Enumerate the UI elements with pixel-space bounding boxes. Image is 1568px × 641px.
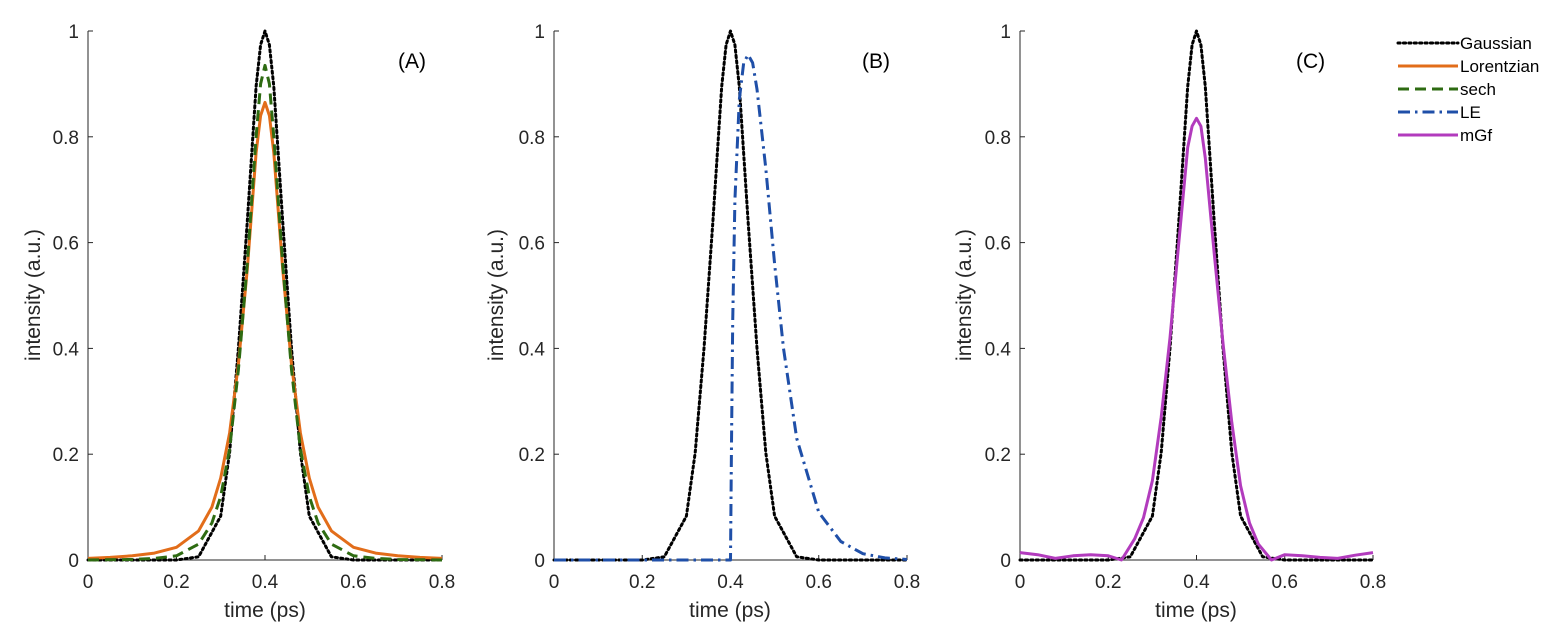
y-tick-label: 0.6 bbox=[53, 234, 79, 255]
panel-a-label: (A) bbox=[398, 50, 426, 73]
y-tick-label: 0.4 bbox=[519, 339, 546, 360]
y-tick-label: 1 bbox=[1000, 22, 1011, 43]
legend-item-gaussian: Gaussian bbox=[1396, 34, 1532, 53]
series-gaussian-line bbox=[86, 29, 444, 562]
x-tick-label: 0.8 bbox=[429, 572, 455, 593]
legend-box bbox=[1390, 25, 1562, 160]
legend-item-sech: sech bbox=[1398, 80, 1496, 99]
y-tick-label: 1 bbox=[68, 22, 79, 43]
x-tick-label: 0 bbox=[83, 572, 94, 593]
y-tick-label: 0.2 bbox=[519, 445, 545, 466]
legend-label: mGf bbox=[1460, 126, 1492, 145]
series-sech-line bbox=[87, 63, 443, 562]
y-tick-label: 0.8 bbox=[519, 128, 545, 149]
y-tick-label: 0.4 bbox=[985, 339, 1012, 360]
panel-b-ylabel: intensity (a.u.) bbox=[485, 229, 508, 361]
legend-label: Gaussian bbox=[1460, 34, 1532, 53]
panel-b-label: (B) bbox=[862, 50, 890, 73]
x-tick-label: 0.6 bbox=[806, 572, 832, 593]
y-tick-label: 0.4 bbox=[53, 339, 80, 360]
x-tick-label: 0.2 bbox=[163, 572, 189, 593]
y-tick-label: 0.8 bbox=[985, 128, 1011, 149]
x-tick-label: 0 bbox=[1015, 572, 1026, 593]
x-tick-label: 0.2 bbox=[1095, 572, 1121, 593]
legend: Gaussian Lorentzian sech LE mGf bbox=[1390, 25, 1562, 160]
y-tick-label: 0.6 bbox=[519, 234, 545, 255]
y-tick-label: 0.2 bbox=[53, 445, 79, 466]
y-tick-label: 0 bbox=[534, 551, 545, 572]
panel-b: 0 0.2 0.4 0.6 0.8 0 0.2 0.4 0.6 0.8 1 (B) time (ps… bbox=[485, 22, 920, 622]
panel-a-ylabel: intensity (a.u.) bbox=[22, 229, 45, 361]
panel-c-plot-area: 0 0.2 0.4 0.6 0.8 0 0.2 0.4 0.6 0.8 1 bbox=[985, 22, 1387, 593]
series-gaussian-line bbox=[552, 29, 909, 562]
x-tick-label: 0.6 bbox=[340, 572, 366, 593]
x-tick-label: 0.2 bbox=[629, 572, 655, 593]
legend-label: Lorentzian bbox=[1460, 57, 1539, 76]
panel-c-label: (C) bbox=[1296, 50, 1325, 73]
panel-c-xlabel: time (ps) bbox=[1155, 599, 1237, 622]
series-lorentzian-line bbox=[87, 100, 443, 560]
panel-a-plot-area: 0 0.2 0.4 0.6 0.8 0 0.2 0.4 0.6 0.8 1 bbox=[53, 22, 456, 593]
panel-a: 0 0.2 0.4 0.6 0.8 0 0.2 0.4 0.6 0.8 1 (A) time (ps… bbox=[22, 22, 455, 622]
series-le-line bbox=[554, 53, 908, 562]
legend-label: sech bbox=[1460, 80, 1496, 99]
panel-b-xlabel: time (ps) bbox=[689, 599, 771, 622]
x-tick-label: 0.4 bbox=[717, 572, 744, 593]
y-tick-label: 0 bbox=[1000, 551, 1011, 572]
x-tick-label: 0.4 bbox=[252, 572, 279, 593]
x-tick-label: 0.4 bbox=[1183, 572, 1210, 593]
x-tick-label: 0.8 bbox=[1360, 572, 1386, 593]
legend-label: LE bbox=[1460, 103, 1481, 122]
x-tick-label: 0.6 bbox=[1272, 572, 1298, 593]
series-mgf-line bbox=[1019, 116, 1374, 562]
y-tick-label: 0.6 bbox=[985, 234, 1011, 255]
legend-item-lorentzian: Lorentzian bbox=[1398, 57, 1539, 76]
panel-c-ylabel: intensity (a.u.) bbox=[953, 229, 976, 361]
panel-b-plot-area: 0 0.2 0.4 0.6 0.8 0 0.2 0.4 0.6 0.8 1 bbox=[519, 22, 921, 593]
legend-item-le: LE bbox=[1398, 103, 1481, 122]
x-tick-label: 0 bbox=[549, 572, 560, 593]
x-tick-label: 0.8 bbox=[894, 572, 920, 593]
series-gaussian-line bbox=[1018, 29, 1375, 562]
y-tick-label: 0 bbox=[68, 551, 79, 572]
y-tick-label: 0.2 bbox=[985, 445, 1011, 466]
legend-item-mgf: mGf bbox=[1398, 126, 1492, 145]
panel-c: 0 0.2 0.4 0.6 0.8 0 0.2 0.4 0.6 0.8 1 (C) time (ps… bbox=[953, 22, 1386, 622]
panel-a-xlabel: time (ps) bbox=[224, 599, 306, 622]
y-tick-label: 1 bbox=[534, 22, 545, 43]
y-tick-label: 0.8 bbox=[53, 128, 79, 149]
